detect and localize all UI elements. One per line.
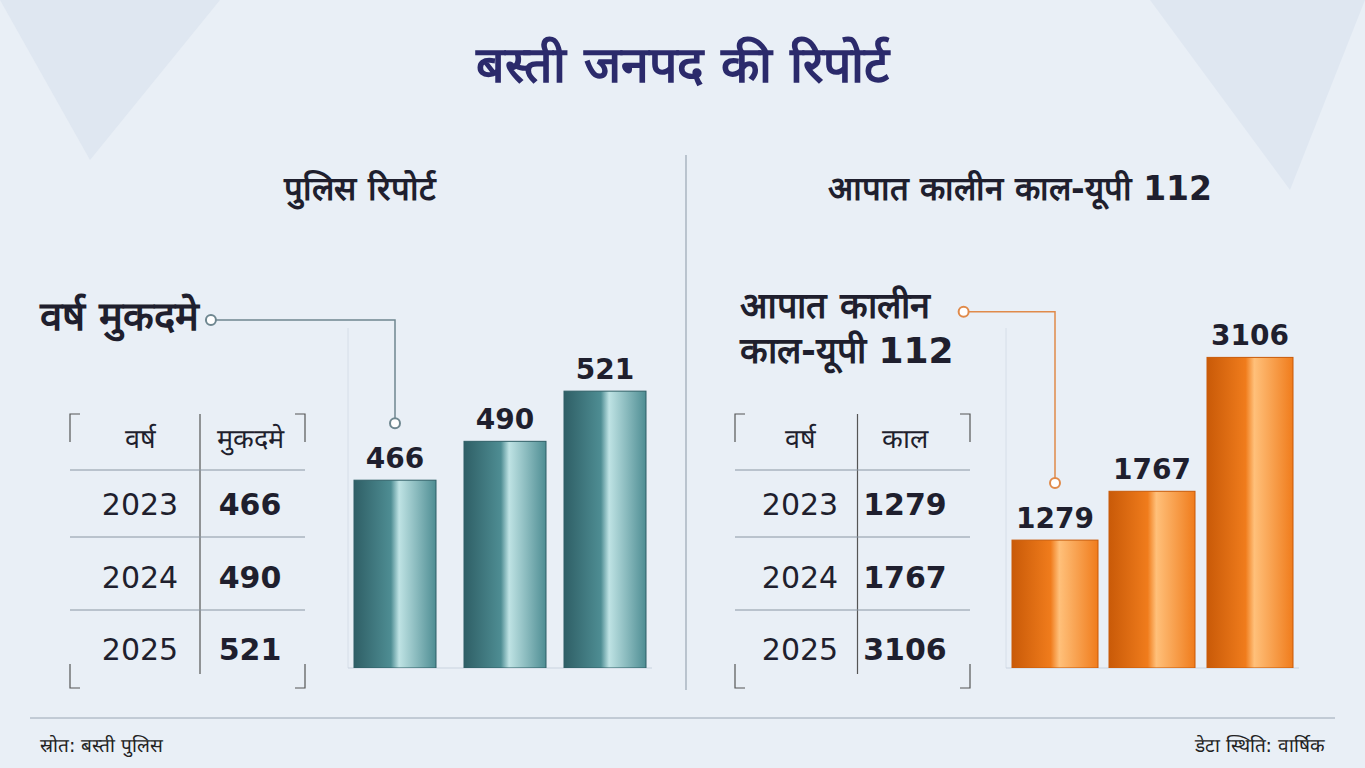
table-year: 2024 xyxy=(762,560,838,595)
chart-panel: पुलिस रिपोर्ट वर्ष मुकदमे 466 490 521 वर्ष मुक… xyxy=(39,169,652,688)
data-label: 1767 xyxy=(1113,453,1191,486)
bars xyxy=(1012,357,1293,668)
leader-dot xyxy=(390,418,400,428)
table-bracket xyxy=(960,414,970,442)
table-bracket xyxy=(735,414,745,442)
annotation-line: काल-यूपी 112 xyxy=(739,330,954,374)
source: स्रोत: बस्ती पुलिस xyxy=(40,734,164,758)
table-divider xyxy=(199,414,200,674)
table-bracket xyxy=(960,664,970,688)
annotation-line: वर्ष मुकदमे xyxy=(39,293,201,342)
background xyxy=(0,0,1365,768)
bar xyxy=(464,441,546,668)
table-divider xyxy=(857,414,858,674)
table-year: 2025 xyxy=(762,632,838,667)
bar xyxy=(1012,540,1098,668)
table-bracket xyxy=(70,664,80,688)
leader-dot xyxy=(1050,478,1060,488)
panel-title: आपात कालीन काल-यूपी 112 xyxy=(828,169,1212,210)
decor xyxy=(1150,0,1365,190)
table-year: 2023 xyxy=(102,487,178,522)
leader-dot xyxy=(206,315,216,325)
table-year: 2025 xyxy=(102,632,178,667)
page: बस्ती जनपद की रिपोर्ट स्रोत: बस्ती पुलिस ड… xyxy=(0,0,1365,768)
panel-title: पुलिस रिपोर्ट xyxy=(283,169,436,210)
data-status: डेटा स्थिति: वार्षिक xyxy=(1194,734,1325,756)
table-header: वर्ष xyxy=(125,423,157,454)
data-label: 521 xyxy=(576,353,634,386)
decor xyxy=(0,0,220,160)
table-rule xyxy=(70,610,305,611)
table-value: 490 xyxy=(219,560,282,595)
bar xyxy=(1207,357,1293,668)
data-label: 3106 xyxy=(1211,319,1289,352)
table-header: वर्ष xyxy=(785,423,817,454)
data-label: 466 xyxy=(366,442,424,475)
table-bracket xyxy=(295,664,305,688)
table-header: काल xyxy=(882,423,929,454)
table-bracket xyxy=(70,414,80,442)
annotation: आपात कालीनकाल-यूपी 112 xyxy=(739,285,954,374)
data-label: 1279 xyxy=(1016,502,1094,535)
annotation-line: आपात कालीन xyxy=(740,285,932,326)
table-rule xyxy=(70,537,305,538)
table-value: 466 xyxy=(219,487,282,522)
leader-line xyxy=(964,312,1055,483)
bars xyxy=(354,391,646,668)
chart-panel: आपात कालीन काल-यूपी 112आपात कालीनकाल-यूप… xyxy=(735,169,1299,688)
table-rule xyxy=(735,610,970,611)
table-bracket xyxy=(295,414,305,442)
table-value: 1279 xyxy=(863,487,947,522)
table-rule xyxy=(735,537,970,538)
table-value: 521 xyxy=(219,632,282,667)
bar xyxy=(1109,491,1195,668)
table-rule xyxy=(70,470,305,471)
table-rule xyxy=(735,470,970,471)
divider xyxy=(685,155,686,690)
footer-rule xyxy=(30,718,1335,719)
table-value: 1767 xyxy=(863,560,947,595)
table-year: 2023 xyxy=(762,487,838,522)
table-value: 3106 xyxy=(863,632,947,667)
annotation: वर्ष मुकदमे xyxy=(39,293,201,342)
leader-dot xyxy=(959,307,969,317)
leader-line xyxy=(211,320,395,423)
table-year: 2024 xyxy=(102,560,178,595)
y-range-line xyxy=(348,328,349,668)
page-title: बस्ती जनपद की रिपोर्ट xyxy=(475,36,890,94)
bar xyxy=(564,391,646,668)
table-bracket xyxy=(735,664,745,688)
data-label: 490 xyxy=(476,403,534,436)
y-range-line xyxy=(1006,328,1007,668)
bar xyxy=(354,480,436,668)
table-header: मुकदमे xyxy=(217,423,285,456)
